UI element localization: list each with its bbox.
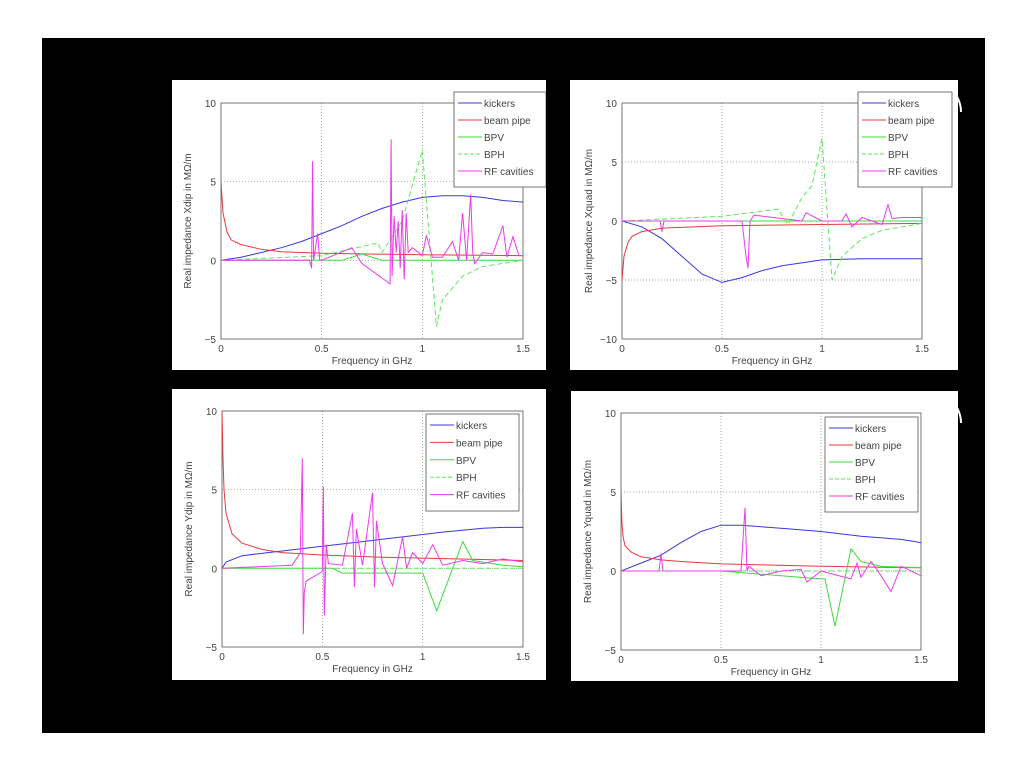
x-axis-label: Frequency in GHz [731,667,812,678]
x-axis-label: Frequency in GHz [332,664,413,675]
y-tick-label: −10 [600,335,617,346]
x-tick-label: 1.5 [516,652,530,663]
y-tick-label: −5 [205,335,217,346]
x-tick-label: 0 [619,344,625,355]
legend-label: RF cavities [456,491,505,502]
legend-label: beam pipe [888,116,935,127]
chart-panel-yquad: 0 0.5 1 1.5 −5 0 5 10 Frequency in GHz Real imped… [571,391,958,681]
series-line-rf-cavities [221,139,523,285]
legend-label: BPV [855,458,875,469]
series-line-beam-pipe [221,181,523,257]
series-line-beam-pipe [621,491,921,569]
series-line-rf-cavities [622,202,922,269]
series-line-bpv [621,547,921,627]
x-tick-label: 1 [818,655,824,666]
legend: kickers beam pipe BPV BPH RF cavities [425,413,520,512]
series-line-beam-pipe [222,411,523,561]
x-tick-label: 1 [819,344,825,355]
y-axis-label: Real impedance Xquad in MΩ/m [584,149,595,293]
x-tick-label: 1 [420,652,426,663]
y-tick-label: 10 [605,409,617,420]
y-tick-label: 5 [211,486,217,497]
legend-label: kickers [456,421,487,432]
legend-label: BPH [484,150,505,161]
legend-box [453,91,546,188]
series-line-beam-pipe [622,222,922,281]
legend-label: RF cavities [855,492,904,503]
y-tick-label: 5 [611,158,617,169]
x-tick-label: 1.5 [516,344,530,355]
series-line-kickers [622,220,922,283]
x-tick-label: 0.5 [715,344,729,355]
chart-panel-xdip: 0 0.5 1 1.5 −5 0 5 10 Frequency in GHz Real imped… [172,80,546,370]
series-line-bpv [222,540,523,613]
plot-frame [221,410,524,648]
y-tick-label: 0 [211,564,217,575]
plot-frame [220,102,524,340]
x-tick-label: 0 [218,344,224,355]
legend: kickers beam pipe BPV BPH RF cavities [453,91,546,188]
series-line-kickers [221,195,523,261]
y-tick-label: −5 [606,276,618,287]
y-tick-label: 0 [611,217,617,228]
series-line-rf-cavities [621,507,921,593]
y-axis-label: Real impedance Yquad in MΩ/m [583,460,594,603]
legend-label: beam pipe [484,116,531,127]
y-tick-label: −5 [605,646,617,657]
chart-panel-ydip: 0 0.5 1 1.5 −5 0 5 10 Frequency in GHz Real imped… [172,389,546,680]
legend-label: beam pipe [855,441,902,452]
y-tick-label: 0 [210,256,216,267]
legend-label: BPV [888,133,908,144]
legend-label: kickers [484,99,515,110]
x-tick-label: 0.5 [315,344,329,355]
x-tick-label: 0.5 [714,655,728,666]
y-tick-label: 5 [610,488,616,499]
legend-label: RF cavities [484,167,533,178]
legend-label: beam pipe [456,438,503,449]
series-line-bph [622,138,922,281]
legend-label: BPH [888,150,909,161]
x-tick-label: 1.5 [915,344,929,355]
x-tick-label: 0.5 [315,652,329,663]
chart-panel-xquad: 0 0.5 1 1.5 −10 −5 0 5 10 Frequency in GHz Real im… [570,80,958,370]
y-tick-label: 10 [205,99,217,110]
legend-label: RF cavities [888,167,937,178]
series-line-kickers [222,526,523,569]
legend-label: BPV [456,456,476,467]
legend-label: BPV [484,133,504,144]
plot-frame [620,412,922,651]
y-tick-label: −5 [206,643,218,654]
chart-svg: 0 0.5 1 1.5 −10 −5 0 5 10 Frequency in GHz Real im… [584,91,953,367]
legend-label: kickers [855,424,886,435]
legend-label: BPH [456,473,477,484]
series-line-kickers [621,524,921,572]
y-axis-label: Real impedance Ydip in MΩ/m [184,461,195,596]
y-tick-label: 0 [610,567,616,578]
x-tick-label: 1 [420,344,426,355]
x-axis-label: Frequency in GHz [332,356,413,367]
x-tick-label: 1.5 [914,655,928,666]
y-axis-label: Real impedance Xdip in MΩ/m [183,153,194,288]
y-tick-label: 10 [206,407,218,418]
x-tick-label: 0 [219,652,225,663]
legend-label: kickers [888,99,919,110]
x-tick-label: 0 [618,655,624,666]
legend-label: BPH [855,475,876,486]
x-axis-label: Frequency in GHz [732,356,813,367]
legend: kickers beam pipe BPV BPH RF cavities [824,416,919,513]
y-tick-label: 10 [606,99,618,110]
y-tick-label: 5 [210,178,216,189]
series-line-bph [221,150,523,327]
series-line-rf-cavities [222,458,523,635]
